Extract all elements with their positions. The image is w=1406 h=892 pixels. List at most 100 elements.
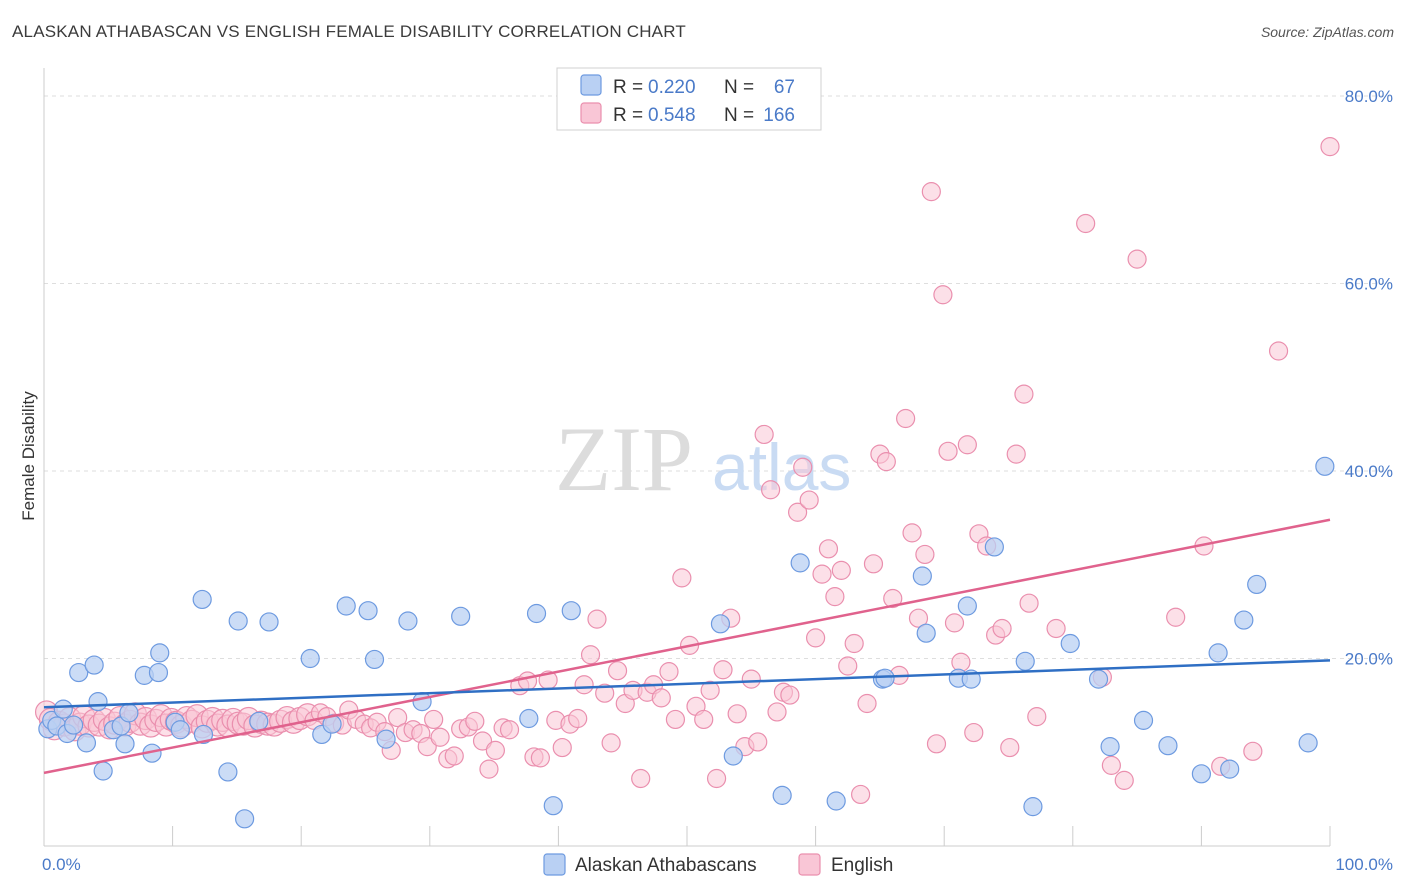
english-point-162 (1127, 249, 1147, 269)
athabascan-point-28 (300, 648, 320, 669)
athabascan-points (38, 456, 1335, 829)
athabascan-point-39 (526, 603, 547, 624)
english-point-160 (1101, 755, 1121, 775)
english-point-151 (992, 618, 1012, 639)
english-point-130 (857, 693, 877, 714)
english-point-139 (915, 544, 935, 565)
athabascan-point-57 (1060, 633, 1080, 654)
athabascan-point-43 (723, 746, 743, 766)
athabascan-point-60 (1133, 710, 1154, 730)
english-point-90 (587, 609, 607, 629)
english-point-96 (631, 768, 651, 789)
y-tick-label-3: 80.0% (1345, 87, 1393, 106)
stats-r-label-blue: R = (613, 77, 643, 98)
y-tick-label-2: 60.0% (1345, 275, 1393, 294)
athabascan-point-50 (916, 623, 936, 643)
athabascan-point-13 (115, 734, 135, 754)
athabascan-point-6 (69, 662, 89, 683)
athabascan-trend-line (43, 659, 1331, 709)
english-point-82 (530, 748, 550, 768)
legend-label-english: English (831, 855, 893, 876)
athabascan-point-52 (957, 596, 977, 616)
watermark-atlas: atlas (712, 430, 851, 504)
english-point-163 (1166, 607, 1186, 627)
english-point-67 (424, 709, 444, 730)
athabascan-point-32 (358, 601, 378, 621)
athabascan-point-8 (84, 655, 104, 675)
english-point-102 (672, 568, 692, 588)
english-point-128 (844, 633, 864, 654)
x-tick-label-1: 100.0% (1335, 855, 1393, 874)
english-point-145 (951, 652, 971, 672)
english-point-143 (938, 441, 958, 461)
english-point-112 (741, 669, 761, 689)
english-point-88 (574, 675, 594, 695)
athabascan-point-37 (451, 606, 471, 626)
athabascan-point-22 (193, 724, 214, 745)
trend-lines (43, 518, 1331, 775)
athabascan-point-26 (249, 711, 269, 731)
athabascan-point-56 (1023, 797, 1043, 817)
english-point-158 (1076, 213, 1096, 234)
stats-n-value-pink: 166 (763, 105, 795, 126)
legend-swatch-english (798, 853, 821, 876)
athabascan-point-31 (336, 596, 356, 616)
athabascan-point-24 (228, 611, 248, 631)
english-point-120 (793, 457, 813, 477)
english-point-157 (1046, 618, 1066, 639)
athabascan-point-48 (875, 668, 895, 688)
source-label: Source: ZipAtlas.com (1260, 24, 1394, 40)
athabascan-point-46 (826, 791, 846, 811)
english-point-99 (651, 688, 671, 708)
stats-n-label-pink: N = (724, 105, 754, 126)
athabascan-point-7 (76, 733, 97, 753)
english-point-100 (659, 662, 679, 682)
english-point-136 (896, 408, 916, 429)
series-legend: Alaskan Athabascans English (543, 853, 893, 876)
stats-legend-swatch-pink (580, 102, 602, 124)
english-point-166 (1243, 741, 1263, 761)
watermark: ZIP atlas (555, 408, 851, 510)
watermark-zip: ZIP (555, 408, 693, 510)
english-point-156 (1027, 707, 1047, 727)
english-point-101 (665, 709, 686, 730)
athabascan-point-64 (1220, 759, 1240, 779)
athabascan-point-49 (912, 566, 932, 586)
english-point-125 (825, 587, 845, 607)
english-point-70 (444, 746, 464, 766)
english-point-138 (908, 608, 929, 628)
english-point-154 (1014, 384, 1034, 404)
athabascan-point-65 (1234, 610, 1254, 630)
english-point-80 (517, 671, 538, 691)
english-point-121 (799, 490, 819, 510)
english-point-134 (883, 588, 903, 609)
english-point-124 (818, 539, 839, 559)
athabascan-point-40 (543, 796, 563, 816)
english-point-131 (863, 554, 884, 574)
athabascan-point-42 (710, 614, 731, 634)
english-point-123 (812, 564, 832, 584)
english-point-147 (964, 722, 984, 743)
athabascan-point-9 (88, 692, 108, 712)
english-point-141 (926, 734, 947, 754)
english-point-161 (1114, 770, 1134, 790)
athabascan-point-33 (364, 649, 385, 670)
english-point-85 (552, 737, 572, 758)
english-point-155 (1019, 593, 1039, 613)
athabascan-point-62 (1191, 764, 1212, 784)
athabascan-point-58 (1088, 669, 1109, 689)
athabascan-point-36 (412, 692, 432, 712)
athabascan-point-54 (984, 537, 1004, 557)
english-point-106 (700, 680, 720, 700)
athabascan-point-66 (1247, 574, 1267, 595)
english-point-168 (1320, 137, 1340, 157)
english-point-87 (568, 708, 588, 729)
english-point-110 (727, 704, 747, 724)
english-point-140 (921, 182, 941, 202)
legend-label-athabascan: Alaskan Athabascans (575, 855, 757, 876)
athabascan-point-3 (53, 699, 73, 719)
legend-swatch-athabascan (543, 853, 566, 876)
english-point-92 (601, 733, 621, 753)
english-point-114 (754, 424, 774, 445)
